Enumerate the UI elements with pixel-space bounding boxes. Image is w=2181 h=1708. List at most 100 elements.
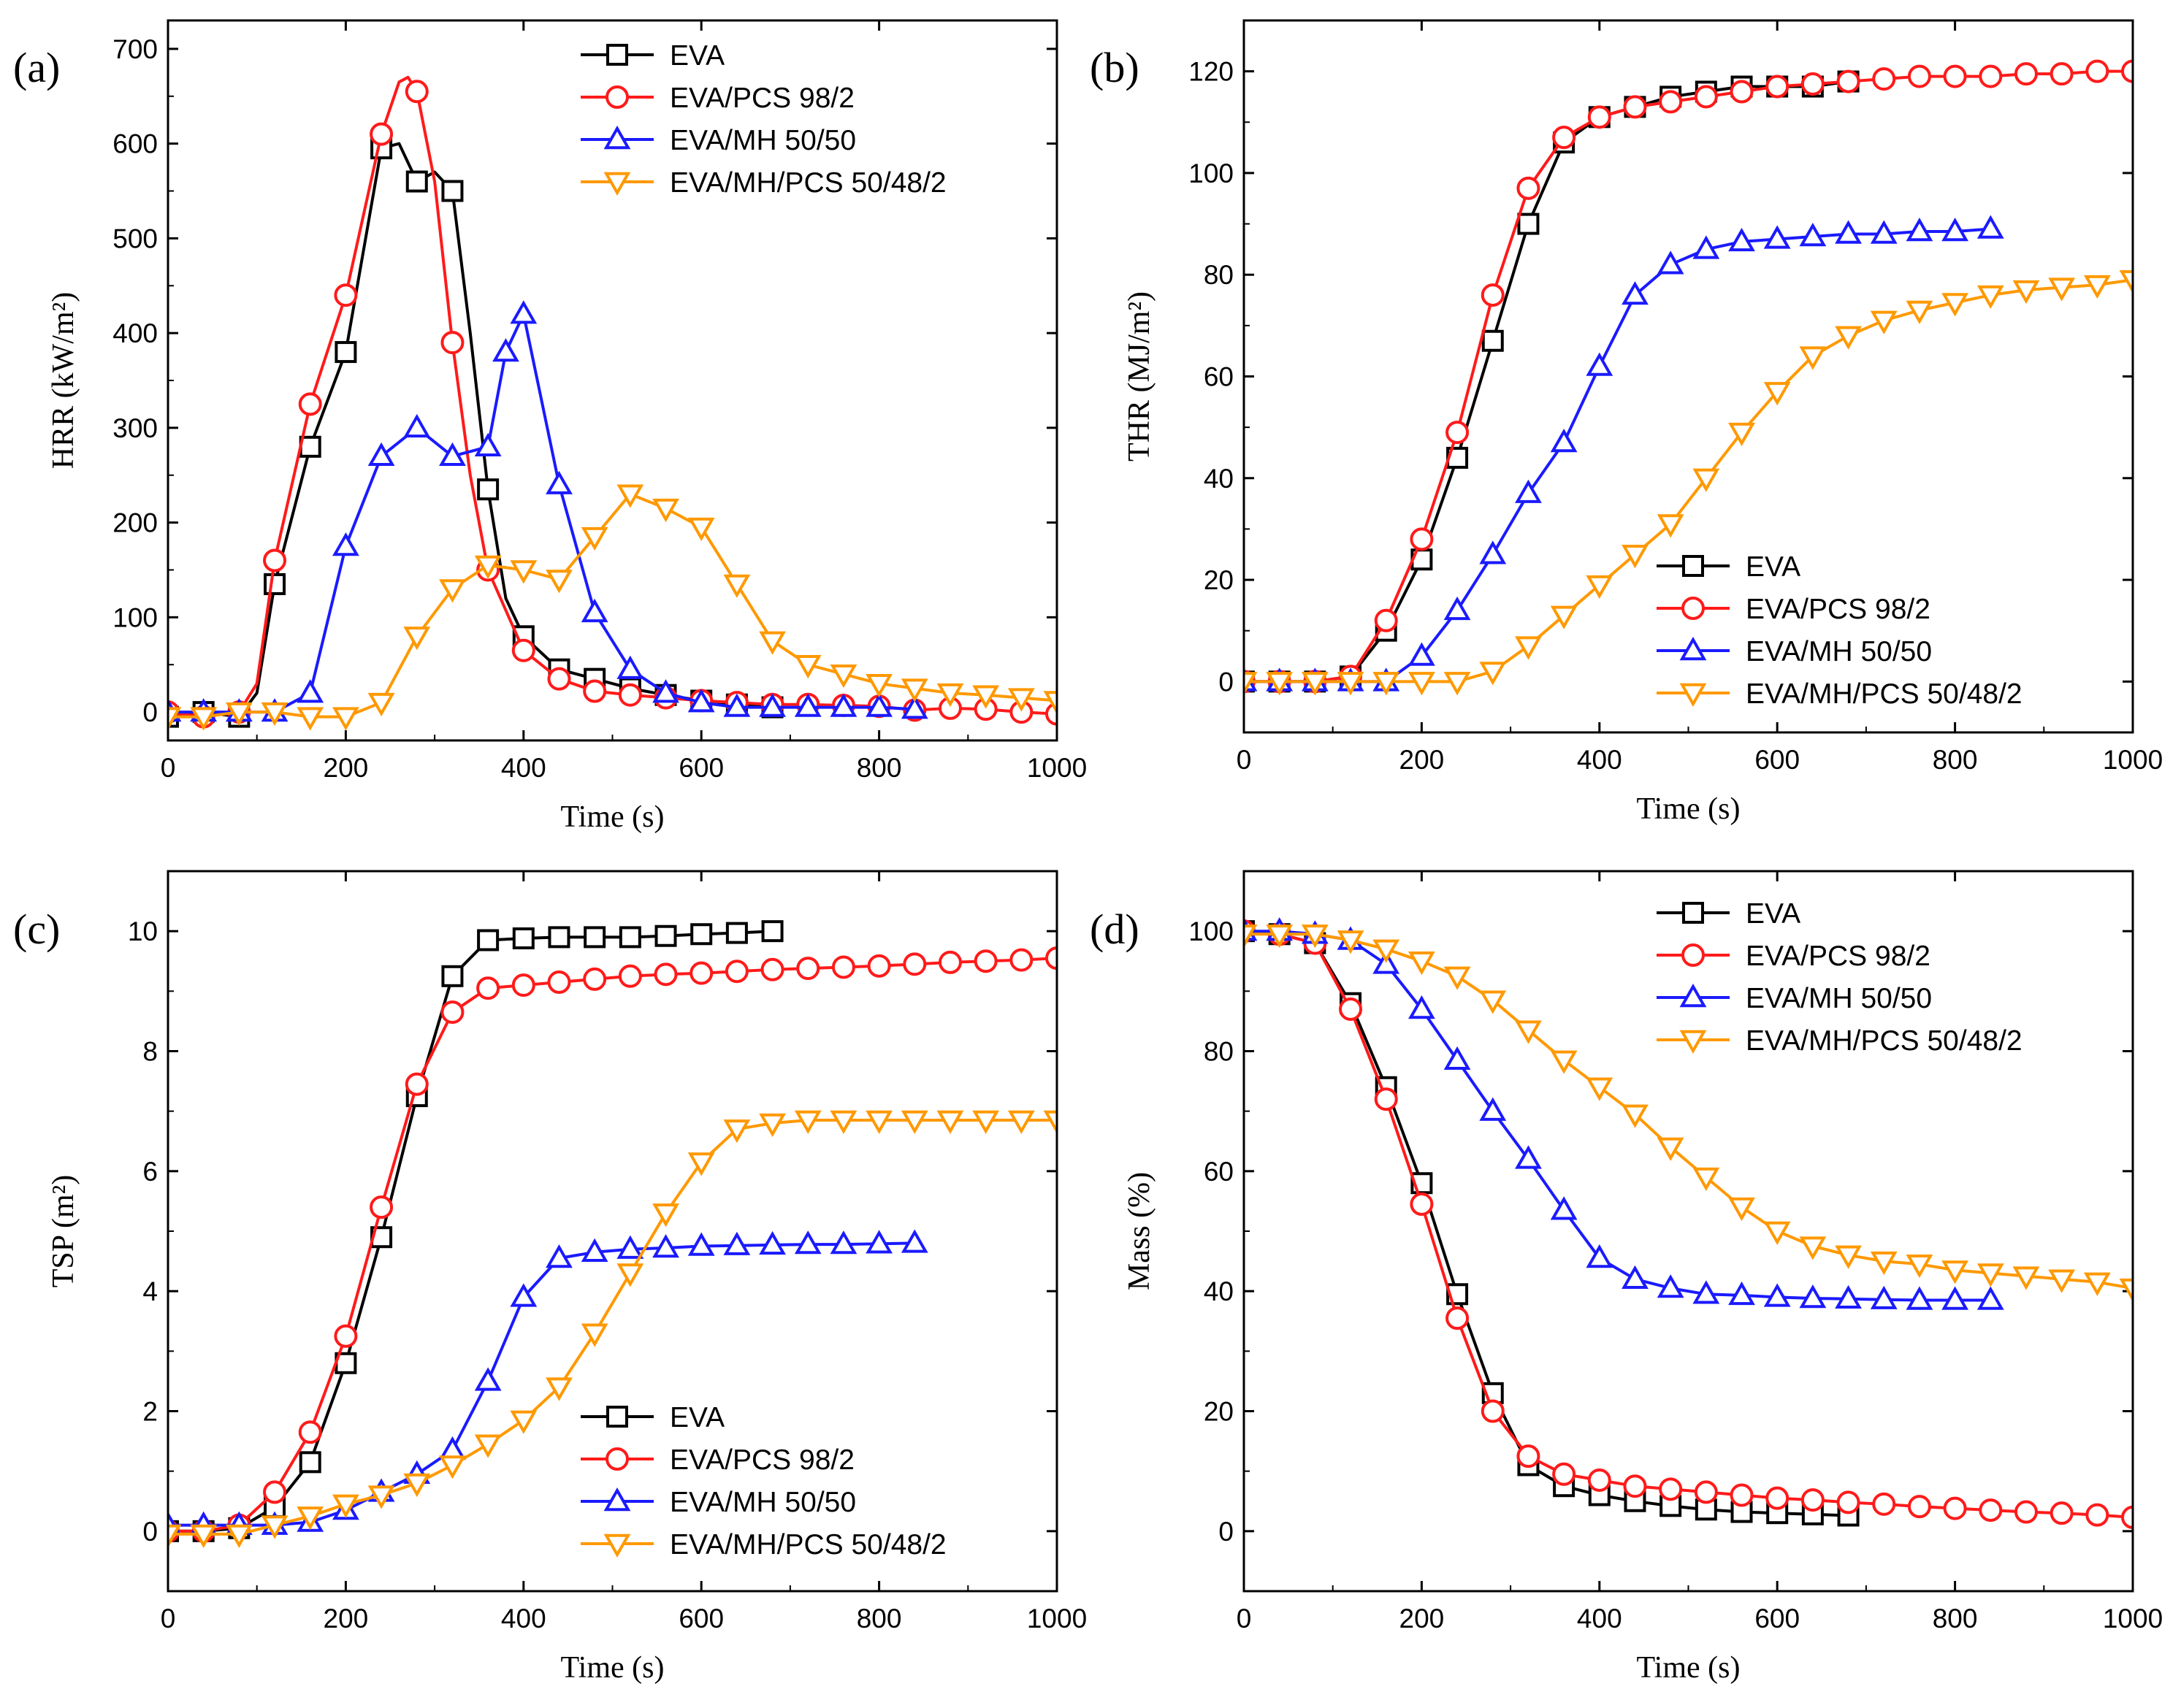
data-point (759, 693, 786, 717)
data-point (547, 667, 571, 691)
data-point (225, 702, 253, 727)
x-axis-title: Time (s) (1637, 1651, 1741, 1685)
data-point (1694, 1480, 1718, 1504)
plot-frame (167, 19, 1058, 742)
data-point (616, 1235, 644, 1259)
series-line-2 (168, 957, 1057, 1533)
x-tick-label: 1000 (2103, 1604, 2163, 1634)
data-point (725, 960, 749, 984)
data-point (972, 1110, 1000, 1134)
data-point (2012, 280, 2040, 305)
x-tick-label: 200 (1399, 745, 1445, 775)
y-tick-label: 300 (112, 413, 158, 443)
x-tick-label: 0 (161, 753, 176, 783)
data-point (1552, 126, 1576, 150)
legend-marker (1679, 683, 1707, 707)
data-point (581, 1238, 608, 1262)
panel-label: (a) (13, 44, 60, 91)
data-point (370, 122, 394, 146)
x-tick-label: 400 (1577, 745, 1622, 775)
data-point (1799, 1284, 1827, 1309)
data-point (440, 1000, 465, 1025)
x-tick-label: 600 (679, 1604, 724, 1634)
legend-marker (603, 126, 631, 150)
legend-marker (606, 1406, 628, 1428)
data-point (1730, 1483, 1754, 1507)
x-tick-label: 200 (324, 1604, 369, 1634)
data-point (332, 532, 359, 556)
plot-area (168, 75, 1057, 731)
legend-marker (1679, 984, 1707, 1008)
data-point (687, 517, 715, 542)
x-tick-label: 800 (1933, 1604, 1978, 1634)
data-point (1587, 105, 1611, 129)
data-point (866, 1110, 893, 1134)
data-point (1266, 672, 1294, 696)
legend-marker (603, 1487, 631, 1512)
data-point (936, 1110, 964, 1134)
legend-label: EVA (1746, 551, 1800, 583)
x-axis-title: Time (s) (1637, 792, 1741, 826)
data-point (298, 1420, 322, 1444)
data-point (652, 679, 679, 703)
data-point (1657, 514, 1684, 538)
data-point (1481, 329, 1504, 352)
data-point (263, 548, 287, 572)
data-point (299, 435, 321, 458)
data-point (440, 331, 465, 355)
y-tick-label: 10 (128, 916, 158, 946)
data-point (1410, 527, 1434, 551)
data-point (1692, 1167, 1720, 1192)
legend-marker (603, 172, 631, 196)
legend-label: EVA/PCS 98/2 (670, 1444, 855, 1476)
data-point (725, 922, 748, 944)
data-point (1799, 346, 1827, 370)
y-axis-title: THR (MJ/m²) (1123, 291, 1156, 462)
data-point (510, 1410, 538, 1434)
data-point (2048, 1269, 2076, 1293)
data-point (938, 950, 962, 974)
data-point (687, 1152, 715, 1176)
x-tick-label: 800 (1933, 745, 1978, 775)
data-point (1443, 596, 1471, 621)
data-point (1301, 672, 1329, 696)
data-point (405, 80, 429, 104)
y-tick-label: 4 (142, 1276, 158, 1306)
data-point (546, 1377, 573, 1401)
legend: EVA EVA/PCS 98/2 EVA/MH 50/50 EVA/MH/PCS 50… (581, 1402, 947, 1560)
data-point (583, 679, 607, 703)
data-point (1623, 1474, 1647, 1498)
data-point (974, 949, 998, 973)
data-point (1622, 1104, 1649, 1128)
data-point (511, 638, 535, 662)
data-point (1657, 250, 1684, 275)
data-point (510, 560, 538, 584)
data-point (759, 1113, 786, 1138)
data-point (510, 1283, 538, 1307)
data-point (1835, 220, 1862, 244)
y-axis-title: TSP (m²) (47, 1175, 80, 1288)
data-point (1941, 218, 1968, 242)
data-point (190, 1524, 218, 1548)
data-point (546, 1244, 573, 1268)
x-tick-label: 400 (501, 1604, 546, 1634)
data-point (583, 967, 607, 991)
y-tick-label: 0 (1218, 1517, 1234, 1547)
data-point (439, 1436, 466, 1460)
series-line-1 (1244, 930, 1849, 1517)
y-tick-label: 100 (1188, 158, 1234, 188)
data-point (616, 484, 644, 508)
data-point (654, 924, 677, 947)
x-tick-label: 600 (679, 753, 724, 783)
data-point (761, 920, 784, 943)
legend-marker (1679, 637, 1707, 661)
data-point (546, 570, 573, 594)
plot-frame (167, 870, 1058, 1593)
data-point (1550, 429, 1578, 453)
x-tick-label: 1000 (1027, 753, 1087, 783)
data-point (616, 655, 644, 679)
y-tick-label: 0 (1218, 667, 1234, 697)
legend-label: EVA/MH/PCS 50/48/2 (1746, 678, 2023, 710)
data-point (901, 695, 928, 719)
